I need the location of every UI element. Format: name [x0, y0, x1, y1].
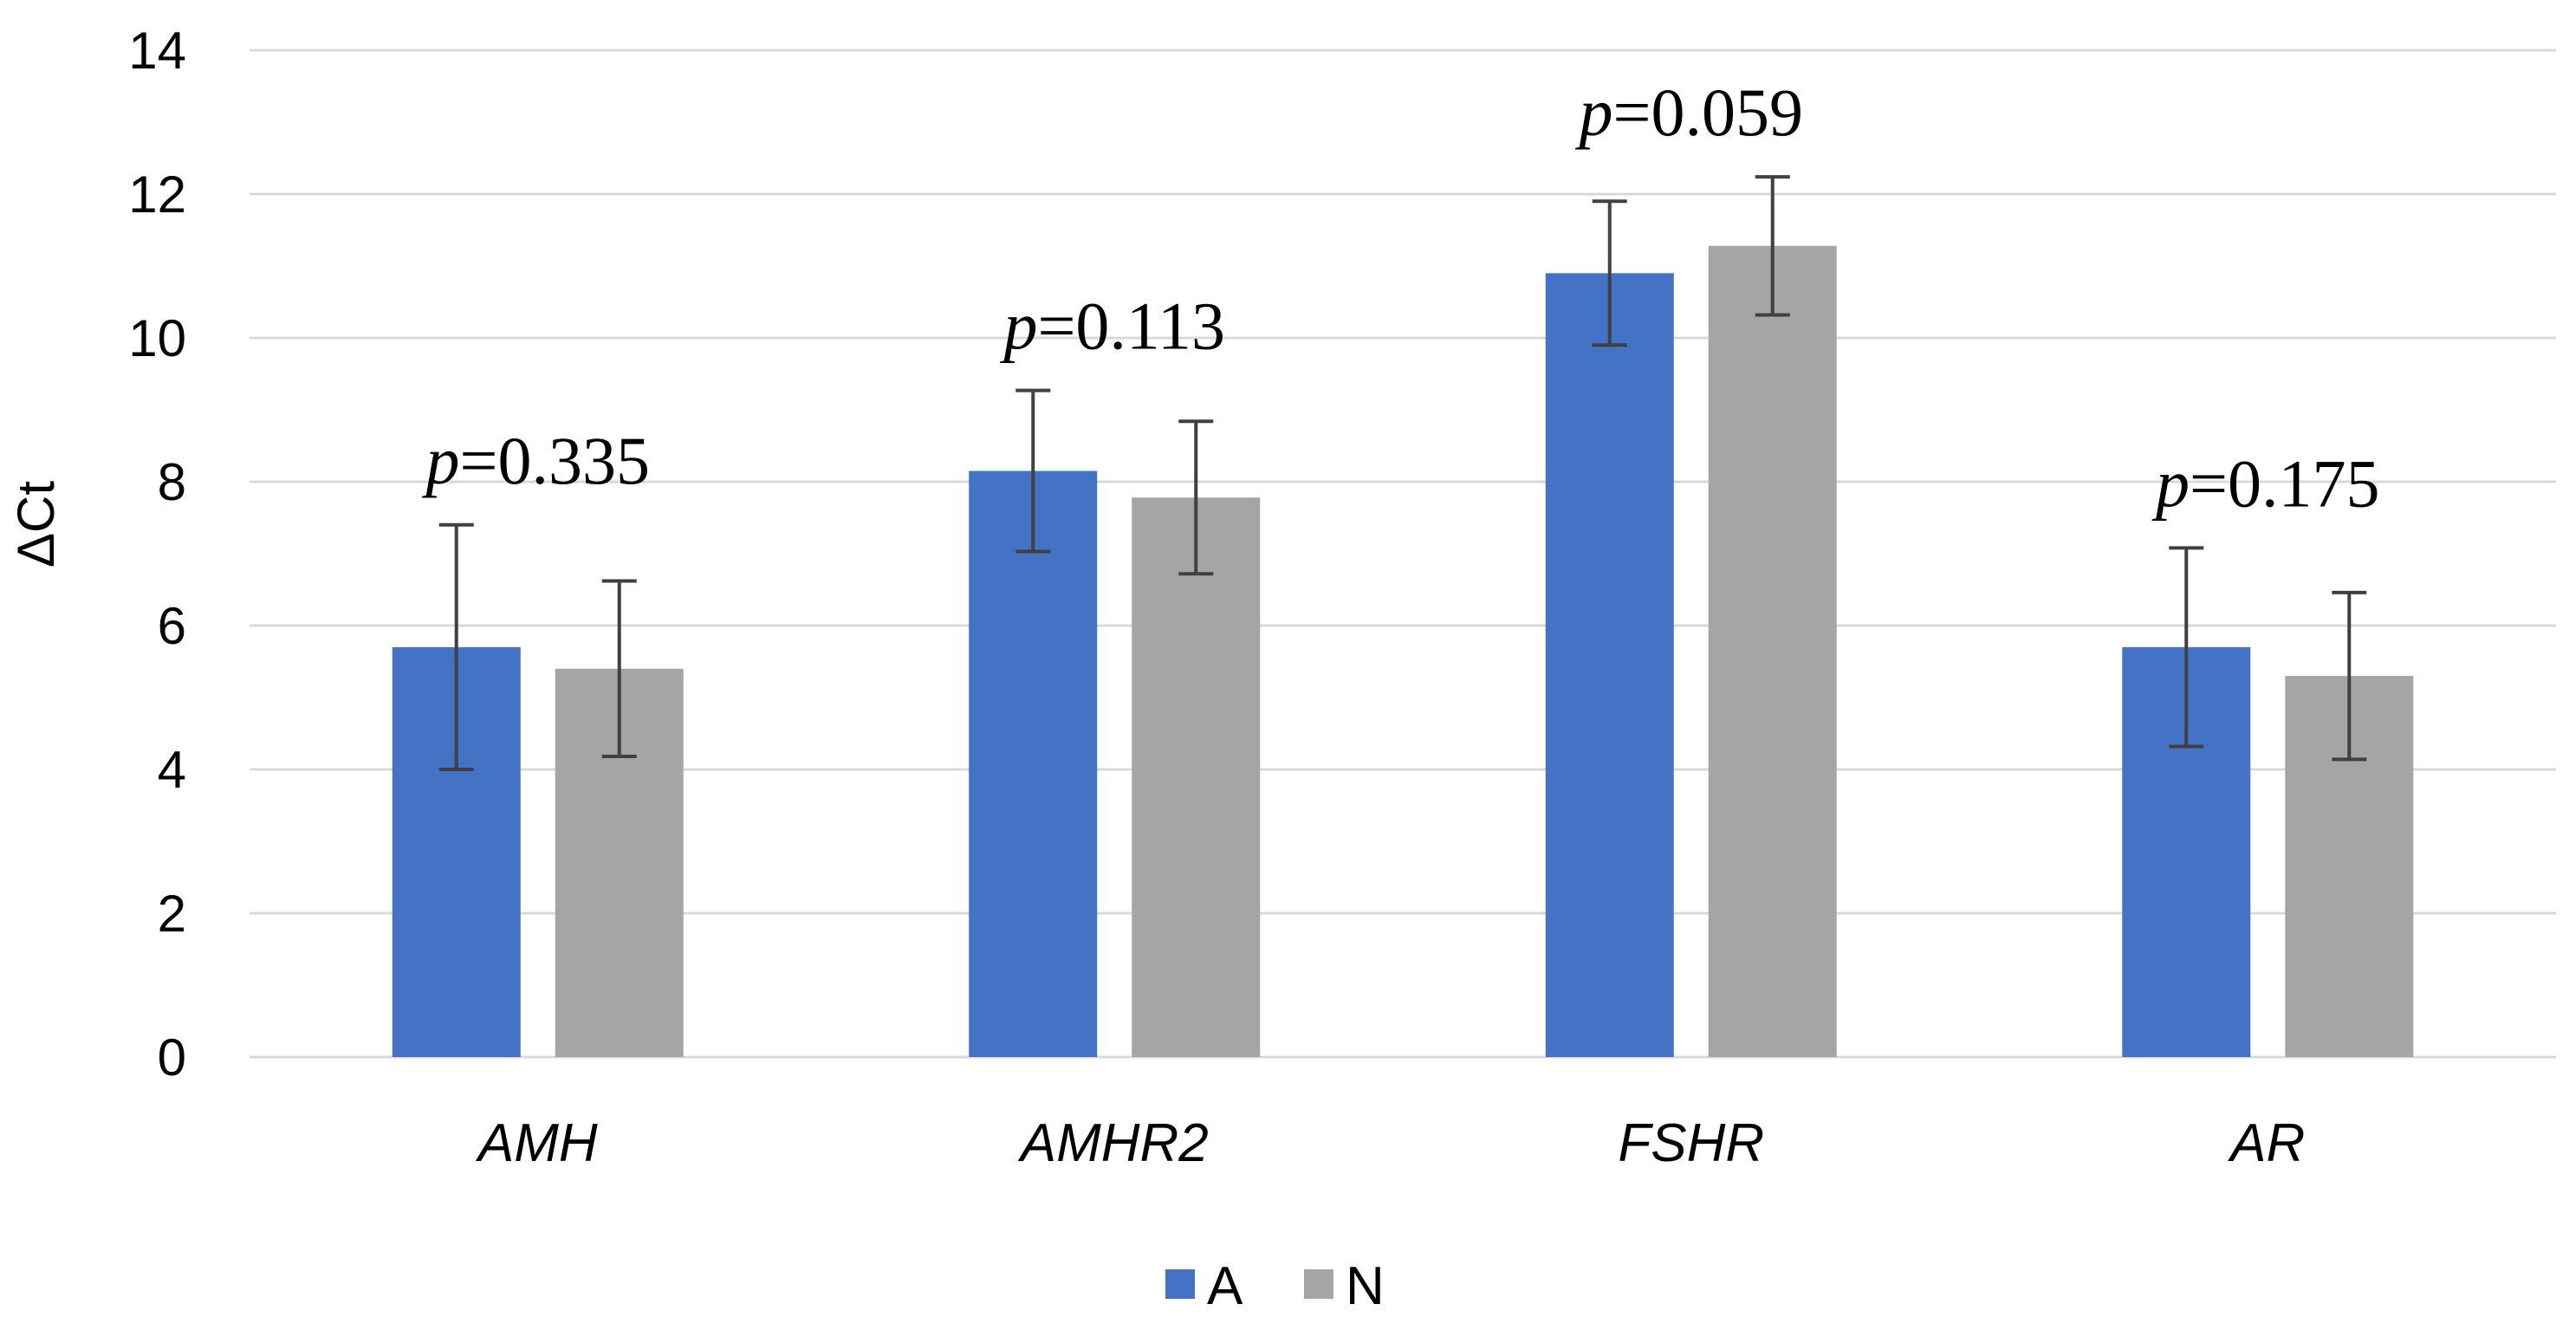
- bar-AMHR2-A: [969, 470, 1098, 1057]
- legend-label: N: [1346, 1256, 1385, 1316]
- bars: [392, 245, 2414, 1057]
- y-tick-label: 4: [158, 741, 186, 799]
- p-value-annotation: p=0.059: [1575, 75, 1804, 150]
- p-value-annotation: p=0.113: [999, 289, 1225, 364]
- error-bars: [438, 175, 2367, 771]
- x-category-label: AMH: [475, 1113, 598, 1173]
- error-bar-AMH-A: [438, 522, 474, 771]
- bar-FSHR-A: [1545, 273, 1674, 1057]
- x-category-label: FSHR: [1618, 1113, 1764, 1173]
- legend-swatch-A: [1165, 1269, 1195, 1299]
- error-bar-AMH-N: [601, 579, 637, 759]
- x-category-label: AR: [2227, 1113, 2305, 1173]
- error-bar-AMHR2-A: [1015, 388, 1051, 554]
- error-bar-AR-A: [2169, 546, 2204, 749]
- legend-swatch-N: [1304, 1269, 1333, 1299]
- error-bar-AMHR2-N: [1178, 419, 1214, 576]
- p-value-annotation: p=0.335: [422, 423, 651, 498]
- y-tick-label: 12: [128, 165, 186, 224]
- y-tick-label: 6: [158, 597, 186, 655]
- error-bar-FSHR-N: [1755, 175, 1790, 317]
- y-tick-label: 8: [158, 453, 186, 511]
- bar-AMHR2-N: [1132, 497, 1261, 1057]
- y-axis-ticks: 0 2 4 6 8 10 12 14: [128, 22, 186, 1087]
- x-category-label: AMHR2: [1017, 1113, 1209, 1173]
- y-tick-label: 14: [128, 22, 186, 80]
- y-tick-label: 2: [158, 885, 186, 943]
- error-bar-FSHR-A: [1592, 199, 1627, 347]
- legend-label: A: [1207, 1256, 1243, 1316]
- y-axis-label: ΔCt: [7, 481, 65, 568]
- y-tick-label: 0: [158, 1028, 186, 1087]
- p-value-annotation: p=0.175: [2151, 445, 2380, 521]
- x-axis-categories: AMH AMHR2 FSHR AR: [475, 1113, 2305, 1173]
- y-tick-label: 10: [128, 309, 186, 367]
- error-bar-AR-N: [2332, 590, 2367, 762]
- p-value-annotations: p=0.335 p=0.113 p=0.059 p=0.175: [422, 75, 2380, 521]
- bar-FSHR-N: [1708, 245, 1837, 1057]
